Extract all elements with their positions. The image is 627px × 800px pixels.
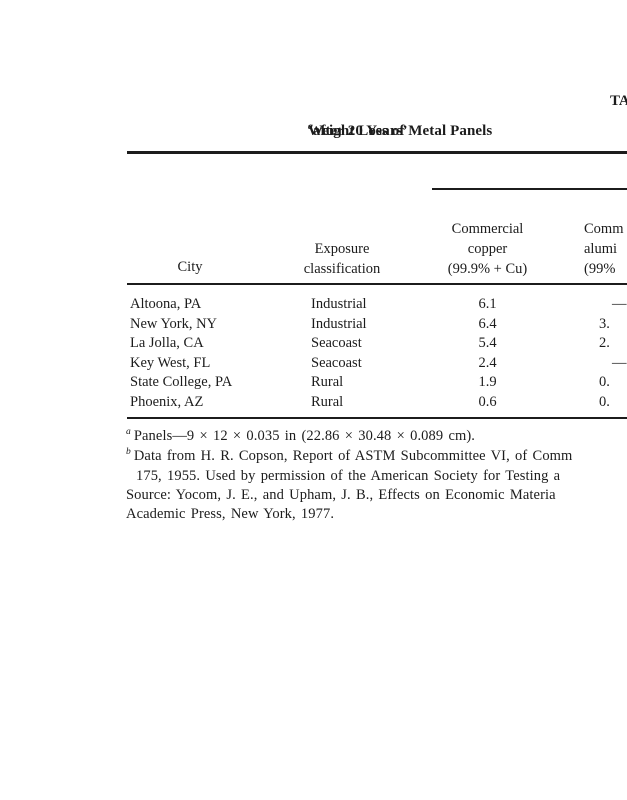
cell-copper: 2.4 — [478, 355, 497, 371]
header-aluminum-line3: (99% — [584, 261, 616, 277]
cell-city: State College, PA — [130, 374, 233, 390]
cell-aluminum: 0. — [599, 394, 610, 410]
cell-aluminum: — — [612, 355, 627, 371]
table-number-label: TA — [610, 93, 627, 109]
table-title: Weight Loss of Metal Panels a after 20 Ye… — [308, 122, 492, 140]
table-title-rest: after 20 Years’ — [312, 123, 408, 139]
cell-city: La Jolla, CA — [130, 335, 204, 351]
cell-exposure: Rural — [311, 374, 344, 390]
header-aluminum-line1: Comm — [584, 221, 624, 237]
footnote-b-line2: 175, 1955. Used by permission of the Ame… — [136, 468, 561, 484]
header-exposure-line1: Exposure — [314, 241, 370, 257]
header-copper-line3: (99.9% + Cu) — [447, 261, 528, 277]
footnote-b-line1: b Data from H. R. Copson, Report of ASTM … — [126, 447, 573, 465]
table-bottom-rule — [127, 417, 627, 420]
table-row: La Jolla, CA Seacoast 5.4 2. — [0, 335, 627, 355]
cell-copper: 5.4 — [478, 335, 497, 351]
table-row: Phoenix, AZ Rural 0.6 0. — [0, 394, 627, 414]
header-aluminum-line2: alumi — [584, 241, 618, 257]
footnote-a-marker: a — [126, 427, 131, 438]
cell-aluminum: 3. — [599, 316, 610, 332]
cell-copper: 0.6 — [478, 394, 497, 410]
footnote-b-text: Data from H. R. Copson, Report of ASTM S… — [133, 448, 573, 464]
cell-copper: 6.4 — [478, 316, 497, 332]
cell-city: Key West, FL — [130, 355, 211, 371]
column-header-aluminum-clipped: Comm alumi (99% — [584, 219, 627, 279]
table-row: Altoona, PA Industrial 6.1 — — [0, 296, 627, 316]
column-header-copper: Commercial copper (99.9% + Cu) — [420, 219, 555, 279]
cell-city: New York, NY — [130, 316, 218, 332]
cell-exposure: Rural — [311, 394, 344, 410]
table-row: State College, PA Rural 1.9 0. — [0, 374, 627, 394]
cell-aluminum: — — [612, 296, 627, 312]
table-row: Key West, FL Seacoast 2.4 — — [0, 355, 627, 375]
table-top-rule — [127, 151, 627, 154]
cell-exposure: Seacoast — [311, 355, 362, 371]
header-copper-line1: Commercial — [451, 221, 524, 237]
cell-exposure: Industrial — [311, 316, 367, 332]
cell-aluminum: 0. — [599, 374, 610, 390]
metal-columns-spanner-rule — [432, 188, 627, 190]
cell-city: Altoona, PA — [130, 296, 202, 312]
cell-aluminum: 2. — [599, 335, 610, 351]
footnote-a-text: Panels—9 × 12 × 0.035 in (22.86 × 30.48 … — [133, 428, 476, 444]
column-header-exposure: Exposure classification — [272, 239, 412, 279]
cell-city: Phoenix, AZ — [130, 394, 204, 410]
header-copper-line2: copper — [467, 241, 508, 257]
source-line-1: Source: Yocom, J. E., and Upham, J. B., … — [126, 487, 556, 503]
cell-exposure: Industrial — [311, 296, 367, 312]
cell-exposure: Seacoast — [311, 335, 362, 351]
cell-copper: 6.1 — [478, 296, 497, 312]
footnote-b-marker: b — [126, 447, 131, 458]
cell-copper: 1.9 — [478, 374, 497, 390]
title-footnote-marker: a — [308, 122, 313, 132]
header-exposure-line2: classification — [303, 261, 381, 277]
footnote-a: a Panels—9 × 12 × 0.035 in (22.86 × 30.48… — [126, 427, 476, 445]
source-line-2: Academic Press, New York, 1977. — [126, 506, 335, 522]
table-row: New York, NY Industrial 6.4 3. — [0, 316, 627, 336]
table-title-main: Weight Loss of Metal Panels — [308, 123, 493, 139]
header-separator-rule — [127, 283, 627, 285]
column-header-city: City — [177, 259, 203, 275]
